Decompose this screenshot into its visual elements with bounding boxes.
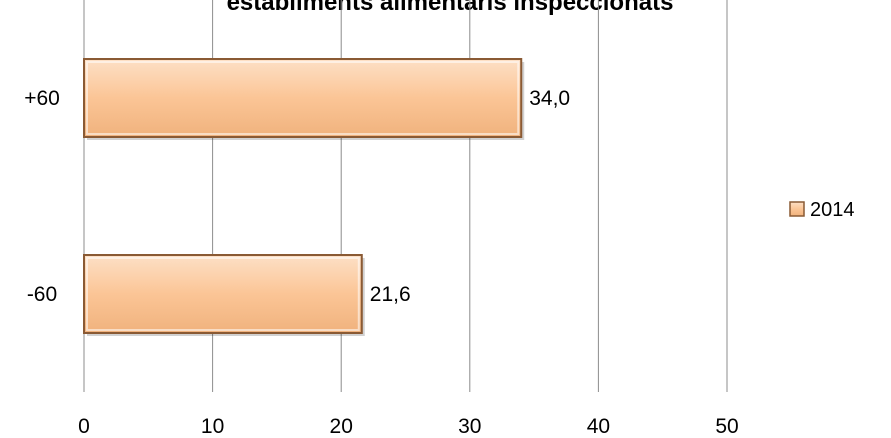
legend-label: 2014 xyxy=(810,199,855,221)
chart-title: establiments alimentaris inspeccionats xyxy=(227,0,674,16)
bar xyxy=(83,254,363,334)
bars xyxy=(83,58,525,336)
x-tick-label: 30 xyxy=(458,415,481,438)
x-tick-label: 20 xyxy=(330,415,353,438)
data-label: 21,6 xyxy=(370,283,411,306)
category-label: +60 xyxy=(24,87,60,110)
x-tick-label: 50 xyxy=(715,415,738,438)
bar xyxy=(83,58,523,138)
x-tick-label: 10 xyxy=(201,415,224,438)
category-label: -60 xyxy=(27,283,57,306)
bar-bevel xyxy=(86,257,360,331)
data-label: 34,0 xyxy=(529,87,570,110)
category-labels: +60 -60 xyxy=(24,87,60,306)
bar-bevel xyxy=(86,61,520,135)
x-tick-label: 0 xyxy=(78,415,90,438)
x-axis-ticks: 0 10 20 30 40 50 xyxy=(78,415,739,438)
x-tick-label: 40 xyxy=(587,415,610,438)
legend-swatch xyxy=(789,201,805,217)
legend: 2014 xyxy=(789,199,855,221)
data-labels: 34,0 21,6 xyxy=(370,87,570,306)
